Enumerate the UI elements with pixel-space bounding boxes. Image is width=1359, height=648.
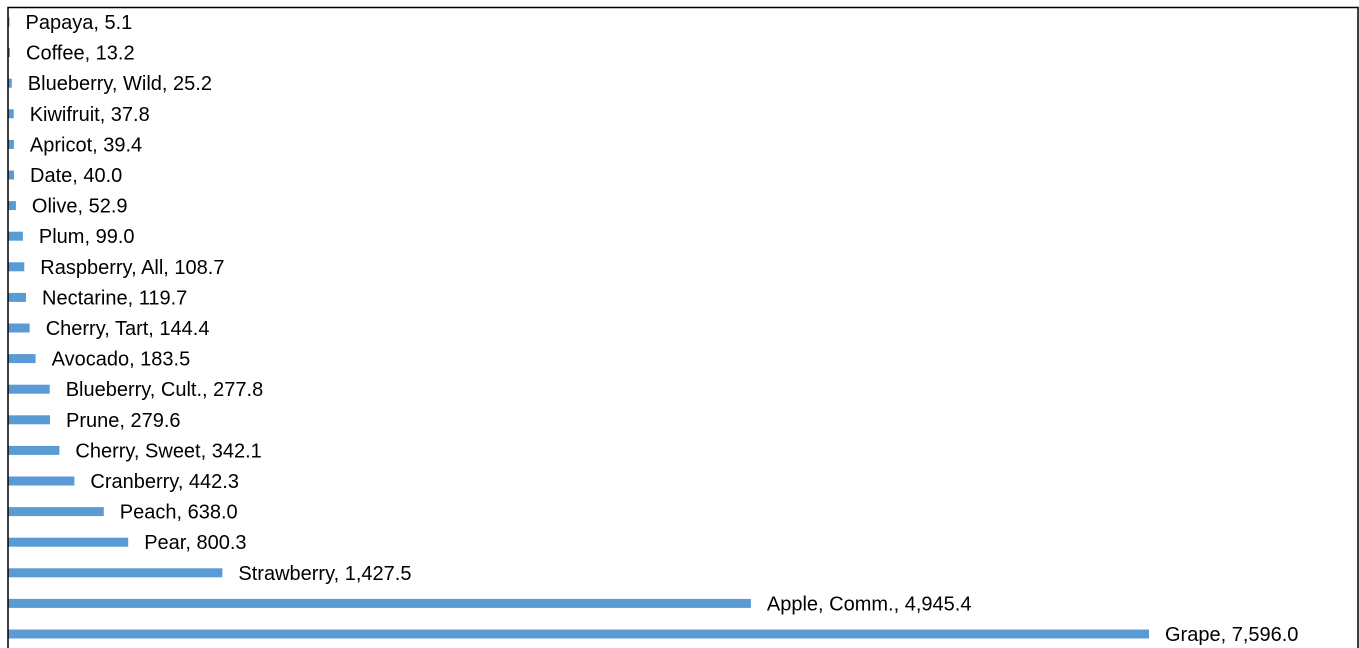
bar-strawberry	[8, 568, 223, 578]
bar-cherry-tart	[8, 323, 30, 333]
bar-avocado	[8, 354, 36, 364]
bar-blueberry-wild	[8, 78, 12, 88]
data-label: Pear, 800.3	[144, 532, 246, 554]
bars-layer	[8, 17, 1149, 639]
bar-pear	[8, 537, 129, 547]
data-label: Apple, Comm., 4,945.4	[767, 593, 972, 615]
labels-layer: Papaya, 5.1 Coffee, 13.2 Blueberry, Wild, …	[26, 12, 1299, 646]
data-label: Cranberry, 442.3	[90, 471, 239, 493]
bar-date	[8, 170, 14, 180]
data-label: Date, 40.0	[30, 165, 122, 187]
data-label: Papaya, 5.1	[26, 12, 133, 34]
bar-prune	[8, 415, 50, 425]
data-label: Prune, 279.6	[66, 410, 181, 432]
data-label: Grape, 7,596.0	[1165, 624, 1298, 646]
data-label: Raspberry, All, 108.7	[40, 257, 224, 279]
bar-blueberry-cult	[8, 384, 50, 394]
data-label: Avocado, 183.5	[52, 349, 191, 371]
data-label: Strawberry, 1,427.5	[238, 563, 411, 585]
data-label: Nectarine, 119.7	[42, 287, 187, 309]
bar-nectarine	[8, 292, 26, 302]
data-label: Peach, 638.0	[120, 502, 238, 524]
plot-frame	[7, 6, 1359, 648]
data-label: Coffee, 13.2	[26, 43, 135, 65]
bar-cranberry	[8, 476, 75, 486]
data-label: Blueberry, Cult., 277.8	[66, 379, 264, 401]
data-label: Cherry, Sweet, 342.1	[75, 440, 261, 462]
bar-plum	[8, 231, 23, 241]
bar-olive	[8, 201, 16, 211]
data-label: Olive, 52.9	[32, 196, 128, 218]
bar-apple-comm	[8, 598, 751, 608]
data-label: Blueberry, Wild, 25.2	[28, 73, 212, 95]
data-label: Apricot, 39.4	[30, 134, 142, 156]
bar-kiwifruit	[8, 109, 14, 119]
bar-peach	[8, 507, 104, 517]
bar-cherry-sweet	[8, 445, 60, 455]
bar-apricot	[8, 139, 14, 149]
bar-grape	[8, 629, 1149, 639]
data-label: Cherry, Tart, 144.4	[46, 318, 210, 340]
bar-raspberry-all	[8, 262, 25, 272]
data-label: Kiwifruit, 37.8	[30, 104, 150, 126]
data-label: Plum, 99.0	[39, 226, 135, 248]
bar-coffee	[8, 48, 10, 58]
